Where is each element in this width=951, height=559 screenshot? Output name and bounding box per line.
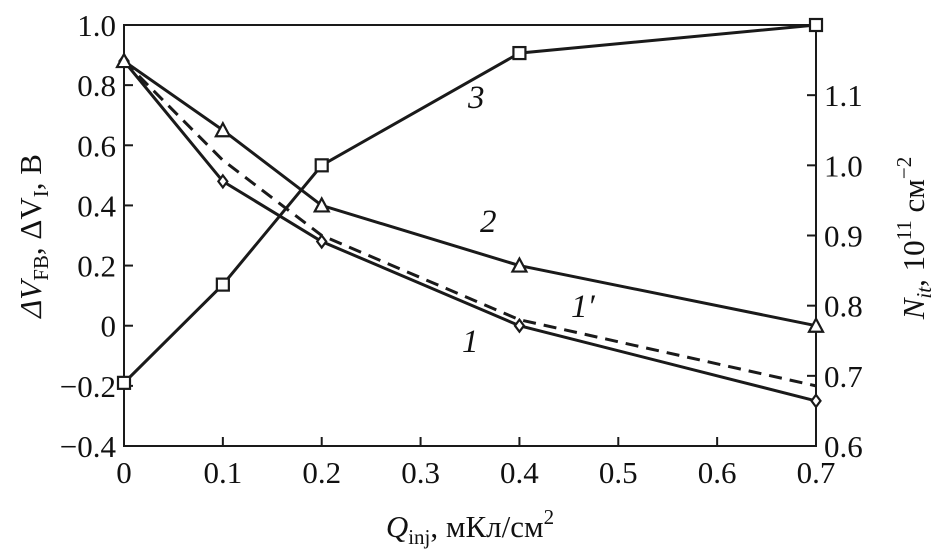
- x-tick-label: 0.3: [401, 455, 440, 490]
- data-point-diamond: [216, 173, 229, 190]
- y-left-tick-label: 0: [101, 309, 117, 344]
- data-point-triangle: [807, 316, 825, 333]
- data-point-triangle: [312, 196, 331, 213]
- data-point-diamond: [513, 317, 526, 334]
- x-tick-label: 0.1: [203, 455, 242, 490]
- data-point-triangle: [510, 256, 529, 273]
- x-tick-label: 0: [116, 455, 132, 490]
- x-tick-label: 0.4: [500, 455, 539, 490]
- data-point-triangle: [214, 120, 232, 138]
- x-axis-title: Qinj, мКл/см2: [386, 505, 554, 549]
- data-point-diamond: [810, 393, 822, 409]
- y-right-axis-title: Nit, 1011 см−2: [892, 157, 936, 321]
- y-right-tick-label: 0.7: [824, 359, 863, 394]
- x-tick-labels: 0 0.1 0.2 0.3 0.4 0.5 0.6 0.7: [116, 455, 835, 490]
- data-point-square: [512, 45, 527, 61]
- y-left-tick-label: 0.6: [77, 128, 116, 163]
- data-point-triangle: [115, 51, 133, 69]
- curve-label-2: 2: [480, 204, 497, 240]
- curve-label-1prime: 1′: [571, 289, 596, 325]
- y-left-tick-label: 0.8: [77, 68, 116, 103]
- y-left-tick-labels: 1.0 0.8 0.6 0.4 0.2 0 −0.2 −0.4: [60, 8, 117, 464]
- y-left-tick-label: −0.2: [60, 369, 116, 404]
- y-left-tick-label: 0.2: [77, 249, 116, 284]
- data-point-square: [314, 158, 329, 173]
- data-point-square: [215, 277, 230, 292]
- y-right-tick-label: 0.6: [824, 429, 863, 464]
- y-right-tick-label: 0.8: [824, 289, 863, 324]
- tick-marks: [123, 24, 817, 447]
- y-left-tick-label: 0.4: [77, 188, 116, 223]
- y-left-axis-title: ΔVFB, ΔVI, В: [13, 154, 53, 320]
- y-right-tick-labels: 1.1 1.0 0.9 0.8 0.7 0.6: [824, 78, 863, 464]
- y-right-tick-label: 1.1: [824, 78, 863, 113]
- y-left-tick-label: −0.4: [60, 429, 117, 464]
- data-point-square: [116, 375, 132, 390]
- data-point-square: [808, 17, 824, 33]
- data-point-diamond: [315, 233, 328, 250]
- x-tick-label: 0.6: [698, 455, 737, 490]
- y-left-tick-label: 1.0: [77, 8, 116, 43]
- x-tick-label: 0.5: [599, 455, 638, 490]
- y-right-tick-label: 1.0: [824, 148, 863, 183]
- series-markers: [115, 17, 825, 409]
- curve-label-3: 3: [467, 80, 485, 116]
- curve-label-1: 1: [462, 324, 479, 360]
- x-tick-label: 0.2: [302, 455, 341, 490]
- y-right-tick-label: 0.9: [824, 219, 863, 254]
- x-tick-label: 0.7: [797, 455, 836, 490]
